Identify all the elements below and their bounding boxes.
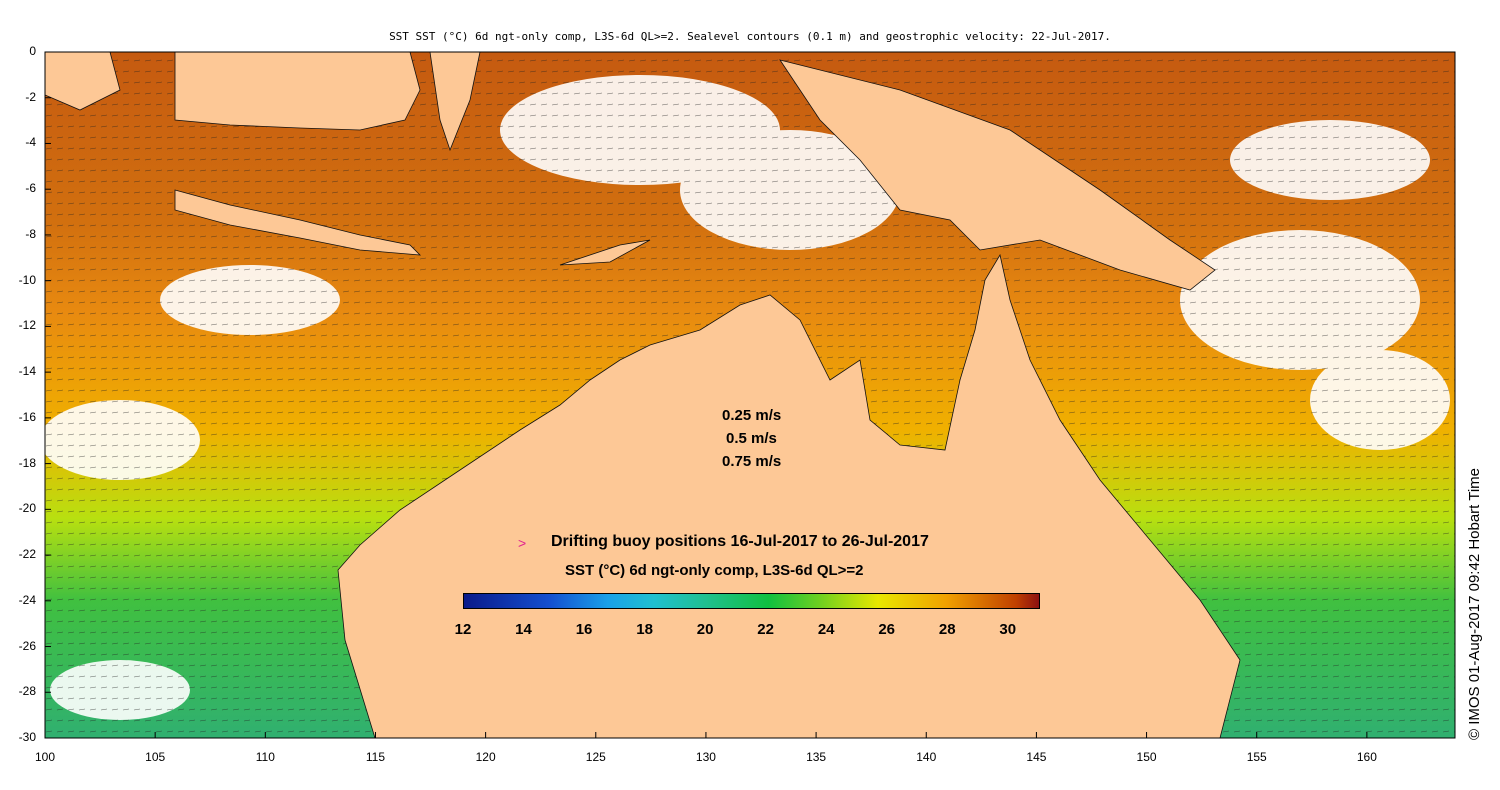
lat-tick-label: -14: [18, 364, 36, 379]
colorbar-title: SST (°C) 6d ngt-only comp, L3S-6d QL>=2: [565, 562, 864, 579]
lat-tick-label: -12: [18, 318, 36, 333]
lon-tick-label: 125: [585, 750, 606, 764]
lat-tick-label: -18: [18, 455, 36, 470]
lon-tick-label: 150: [1136, 750, 1157, 764]
axis-ticks: [44, 51, 1368, 739]
lon-tick-label: 100: [34, 750, 56, 764]
lon-tick-label: 160: [1356, 750, 1377, 764]
lon-tick-label: 130: [695, 750, 716, 764]
velocity-legend-025: 0.25 m/s: [722, 407, 782, 424]
velocity-legend-05: 0.5 m/s: [726, 430, 777, 447]
colorbar-tick-label: 28: [938, 621, 956, 638]
lon-tick-label: 115: [365, 750, 386, 764]
lon-tick-label: 155: [1246, 750, 1267, 764]
colorbar-tick-label: 20: [696, 621, 714, 638]
colorbar-tick-label: 12: [454, 621, 472, 638]
lat-tick-label: 0: [29, 44, 36, 58]
land: [44, 51, 1241, 739]
new-guinea-island: [779, 59, 1216, 291]
lon-tick-label: 145: [1026, 750, 1047, 764]
lon-tick-label: 105: [145, 750, 166, 764]
colorbar-tick-label: 18: [636, 621, 653, 638]
lon-tick-label: 135: [806, 750, 827, 764]
lat-tick-label: -22: [18, 547, 36, 562]
lon-tick-label: 110: [255, 750, 275, 764]
lat-tick-label: -26: [18, 638, 36, 653]
lat-tick-label: -16: [18, 409, 36, 424]
lat-tick-label: -24: [18, 592, 36, 607]
borneo-island: [174, 51, 421, 131]
colorbar-tick-label: 26: [878, 621, 896, 638]
lon-tick-label: 120: [475, 750, 496, 764]
velocity-legend-075: 0.75 m/s: [722, 453, 782, 470]
australia-landmass: [337, 253, 1241, 739]
buoy-label: Drifting buoy positions 16-Jul-2017 to 2…: [551, 533, 929, 550]
colorbar-tick-label: 22: [757, 621, 774, 638]
timor-island: [559, 239, 651, 266]
colorbar-tick-label: 16: [575, 621, 593, 638]
plot-frame: [44, 51, 1456, 739]
lat-tick-label: -30: [18, 730, 36, 744]
lat-tick-label: -28: [18, 684, 36, 699]
colorbar-tick-label: 14: [515, 621, 532, 638]
lat-tick-label: -4: [25, 135, 36, 150]
lat-tick-label: -8: [25, 226, 36, 241]
lat-tick-label: -10: [18, 272, 36, 287]
colorbar-tick-label: 30: [999, 621, 1017, 638]
lat-tick-label: -2: [25, 89, 36, 104]
colorbar: [463, 593, 1040, 609]
lat-tick-label: -6: [25, 181, 36, 196]
lon-tick-label: 140: [916, 750, 937, 764]
credit-text: © IMOS 01-Aug-2017 09:42 Hobart Time: [1466, 467, 1483, 740]
buoy-marker-icon: >: [518, 535, 527, 551]
lat-tick-label: -20: [18, 501, 36, 516]
java-island: [174, 189, 422, 256]
figure-title: SST SST (°C) 6d ngt-only comp, L3S-6d QL…: [389, 30, 1111, 43]
colorbar-tick-label: 24: [817, 621, 835, 638]
